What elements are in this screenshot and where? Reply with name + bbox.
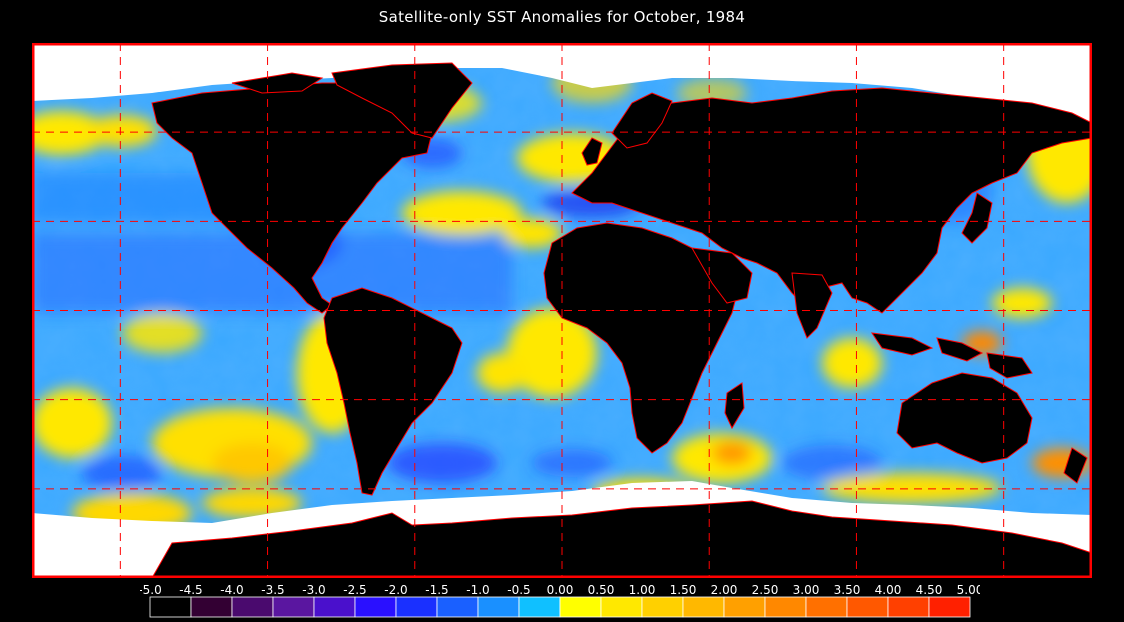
australia [896,372,1033,464]
colorbar-swatch [518,596,561,618]
colorbar-tick-label: -0.5 [507,583,530,597]
map-frame [32,43,1092,578]
antarctica-land [151,500,1092,578]
colorbar-tick-label: -2.0 [384,583,407,597]
graticule [32,43,1092,578]
colorbar-swatch [190,596,233,618]
colorbar-swatch [887,596,930,618]
colorbar-tick-label: 1.50 [670,583,697,597]
colorbar-tick-label: 4.50 [916,583,943,597]
colorbar-swatch [477,596,520,618]
colorbar-tick-label: 0.50 [588,583,615,597]
colorbar-tick-label: 2.50 [752,583,779,597]
colorbar-tick-label: 5.00 [957,583,980,597]
colorbar-swatch [805,596,848,618]
colorbar-swatch [313,596,356,618]
colorbar-swatch [354,596,397,618]
colorbar-swatch [272,596,315,618]
colorbar-tick-label: 4.00 [875,583,902,597]
colorbar-tick-label: -1.5 [425,583,448,597]
colorbar-swatch [600,596,643,618]
colorbar-tick-label: -1.0 [466,583,489,597]
colorbar-swatch [436,596,479,618]
colorbar-tick-label: 3.00 [793,583,820,597]
colorbar-legend: -5.0 -4.5 -4.0 -3.5 -3.0 -2.5 -2.0 -1.5 -1.0 -0.5… [140,582,980,620]
colorbar-swatch [682,596,725,618]
colorbar-swatch [395,596,438,618]
map-title: Satellite-only SST Anomalies for October… [378,8,746,26]
colorbar-swatch [559,596,602,618]
south-america [323,287,463,496]
arctic-no-data [32,43,1092,123]
greenland [331,62,473,139]
colorbar-swatch [231,596,274,618]
colorbar-tick-label: -5.0 [140,583,162,597]
colorbar-tick-label: 1.00 [629,583,656,597]
colorbar-tick-label: 0.00 [547,583,574,597]
colorbar-tick-label: -4.0 [220,583,243,597]
colorbar-tick-label: -3.0 [302,583,325,597]
colorbar-tick-label: -2.5 [343,583,366,597]
colorbar-tick-label: -4.5 [179,583,202,597]
colorbar-swatch [641,596,684,618]
colorbar-swatch [723,596,766,618]
sst-anomaly-map [32,43,1092,578]
colorbar-tick-label: -3.5 [261,583,284,597]
colorbar-swatch [149,596,192,618]
colorbar-swatch [846,596,889,618]
africa [543,222,738,454]
colorbar-swatch [928,596,971,618]
colorbar-tick-label: 3.50 [834,583,861,597]
colorbar-tick-label: 2.00 [711,583,738,597]
eurasia [571,87,1092,314]
colorbar-swatch [764,596,807,618]
continents [151,62,1092,496]
